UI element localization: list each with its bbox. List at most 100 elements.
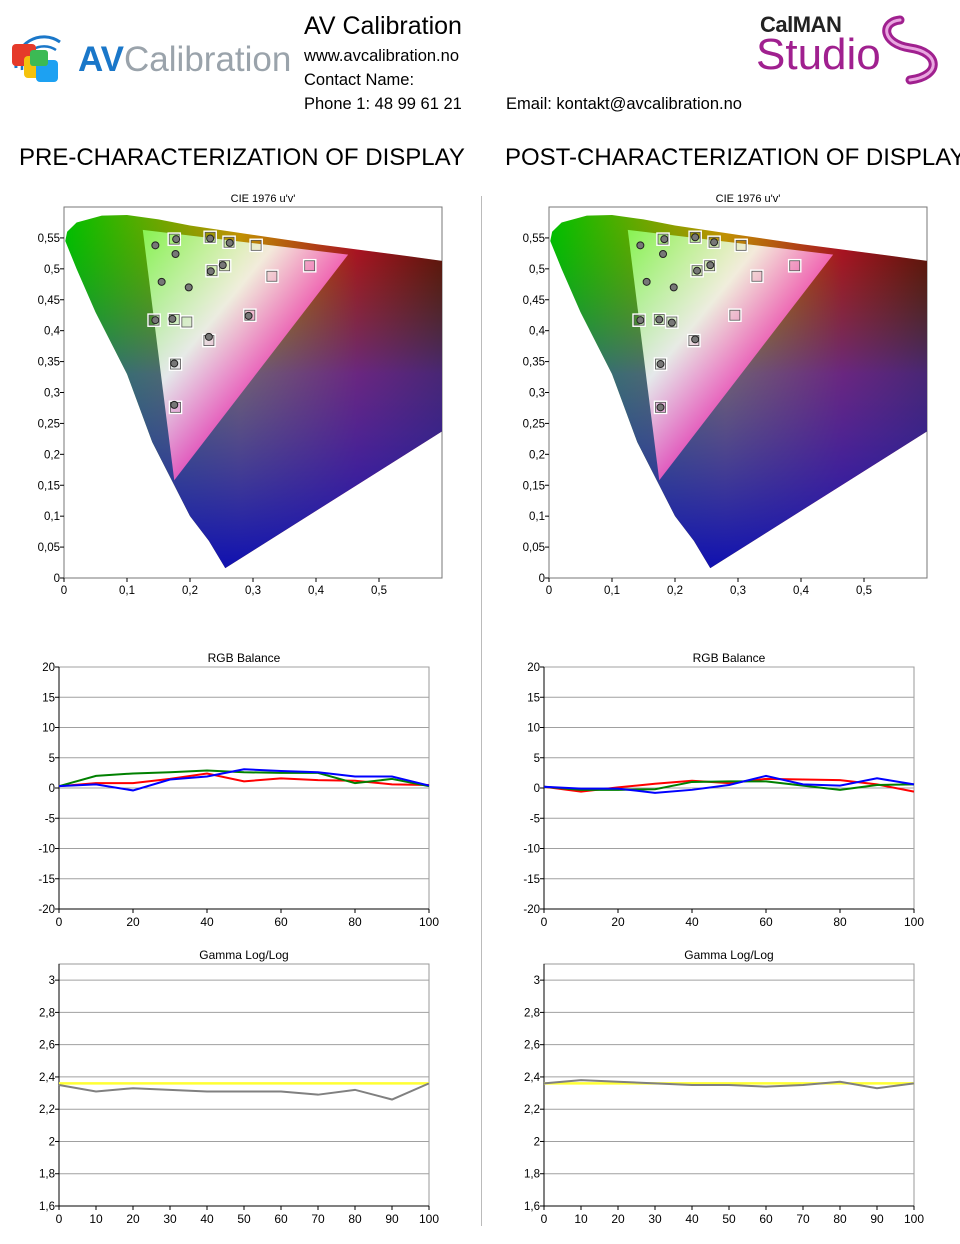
y-tick-label: 2,8 — [524, 1007, 540, 1019]
chart-title: RGB Balance — [693, 651, 766, 665]
x-tick-label: 0 — [56, 915, 63, 929]
x-tick-label: 60 — [274, 1212, 288, 1226]
x-tick-label: 100 — [419, 915, 439, 929]
av-logo-text: AVCalibration — [78, 40, 292, 79]
chart-title: Gamma Log/Log — [199, 948, 288, 962]
measured-point — [691, 335, 700, 344]
target-marker — [707, 235, 721, 250]
av-logo-icon — [12, 35, 61, 82]
series-line-1 — [543, 1079, 915, 1090]
target-marker — [265, 269, 279, 284]
plot-area — [58, 963, 430, 1207]
target-marker — [653, 357, 668, 371]
x-tick-label: 0 — [61, 585, 67, 597]
y-tick-label: -20 — [523, 904, 540, 916]
y-tick-label: 2,2 — [39, 1104, 55, 1116]
y-tick-label: 0,35 — [523, 357, 545, 369]
y-tick-label: 0,4 — [529, 326, 546, 338]
y-tick-label: 1,8 — [524, 1169, 540, 1181]
x-tick-label: 70 — [796, 1212, 810, 1226]
target-marker — [147, 313, 161, 327]
measured-point — [171, 249, 180, 258]
target-marker-inner — [655, 358, 666, 370]
target-marker — [687, 333, 701, 348]
x-tick-label: 100 — [904, 1212, 924, 1226]
target-marker-inner — [704, 260, 716, 272]
measured-point — [706, 261, 715, 270]
series-line-1 — [58, 769, 430, 788]
x-tick-label: 40 — [200, 915, 214, 929]
target-marker-inner — [266, 270, 278, 282]
target-marker — [180, 315, 194, 329]
target-marker — [302, 258, 317, 273]
y-tick-label: -15 — [523, 874, 540, 886]
gamut-triangle — [142, 229, 349, 481]
x-tick-label: 0,2 — [667, 585, 683, 597]
x-tick-label: 100 — [904, 915, 924, 929]
target-marker — [168, 357, 183, 371]
measured-point — [151, 241, 160, 250]
contact-label: Contact Name: — [304, 71, 415, 89]
cie-chart-pre: CIE 1976 u'v' 0 0,1 0,2 0,3 0,4 0,5 0 0,05 0,1 0,1… — [38, 193, 443, 597]
measured-point — [168, 314, 177, 323]
x-tick-label: 10 — [574, 1212, 588, 1226]
y-tick-label: 0,1 — [529, 511, 545, 523]
email-text: Email: kontakt@avcalibration.no — [506, 95, 742, 113]
y-tick-label: 0,25 — [38, 418, 60, 430]
measured-point — [659, 249, 668, 258]
y-tick-label: 0,15 — [523, 480, 545, 492]
y-tick-label: 2,2 — [524, 1104, 540, 1116]
y-tick-label: 1,8 — [39, 1169, 55, 1181]
x-tick-label: 50 — [722, 1212, 736, 1226]
target-marker — [750, 269, 764, 284]
y-tick-label: 2,4 — [524, 1072, 541, 1084]
measured-point — [172, 235, 181, 244]
y-tick-label: 0,35 — [38, 357, 60, 369]
measured-point — [656, 360, 665, 369]
y-tick-label: -5 — [530, 813, 540, 825]
x-tick-label: 0,3 — [730, 585, 746, 597]
x-tick-label: 80 — [348, 915, 362, 929]
website-text: www.avcalibration.no — [304, 47, 459, 65]
rgb-balance-chart-post: RGB Balance -20 -15 -10 -5 0 5 10 15 20 0 20 40 60 80 1… — [523, 651, 924, 929]
target-marker-inner — [735, 239, 747, 251]
y-tick-label: 0,1 — [44, 511, 60, 523]
target-marker — [222, 235, 236, 250]
x-tick-label: 50 — [237, 1212, 251, 1226]
x-tick-label: 0,2 — [182, 585, 198, 597]
target-marker-inner — [666, 316, 678, 328]
y-tick-label: 1,6 — [524, 1201, 540, 1213]
x-tick-label: 0,4 — [793, 585, 810, 597]
target-marker-inner — [789, 260, 801, 272]
y-tick-label: 0,05 — [523, 542, 545, 554]
y-tick-label: 1,6 — [39, 1201, 55, 1213]
y-tick-label: 2,6 — [39, 1040, 55, 1052]
y-tick-label: 5 — [49, 753, 55, 765]
measured-point — [636, 241, 645, 250]
x-tick-label: 60 — [759, 915, 773, 929]
measured-point — [656, 403, 665, 412]
x-tick-label: 0,1 — [119, 585, 135, 597]
x-tick-label: 0,4 — [308, 585, 325, 597]
measured-point — [184, 283, 193, 292]
chart-title: CIE 1976 u'v' — [716, 193, 781, 205]
column-divider — [481, 196, 482, 1226]
measured-point — [218, 261, 227, 270]
chart-title: RGB Balance — [208, 651, 281, 665]
target-marker — [787, 258, 802, 273]
y-tick-label: 5 — [534, 753, 540, 765]
calman-logo-text: CalMAN — [760, 12, 842, 37]
target-marker — [167, 232, 182, 246]
calman-studio-logo: CalMAN Studio — [752, 10, 952, 90]
x-tick-label: 90 — [870, 1212, 884, 1226]
y-tick-label: -5 — [45, 813, 55, 825]
x-tick-label: 30 — [648, 1212, 662, 1226]
chart-title: CIE 1976 u'v' — [231, 193, 296, 205]
y-tick-label: 0,2 — [529, 449, 545, 461]
y-tick-label: 2 — [534, 1136, 540, 1148]
x-tick-label: 10 — [89, 1212, 103, 1226]
y-tick-label: 20 — [527, 662, 540, 674]
y-tick-label: 0 — [534, 783, 540, 795]
x-tick-label: 0 — [546, 585, 552, 597]
